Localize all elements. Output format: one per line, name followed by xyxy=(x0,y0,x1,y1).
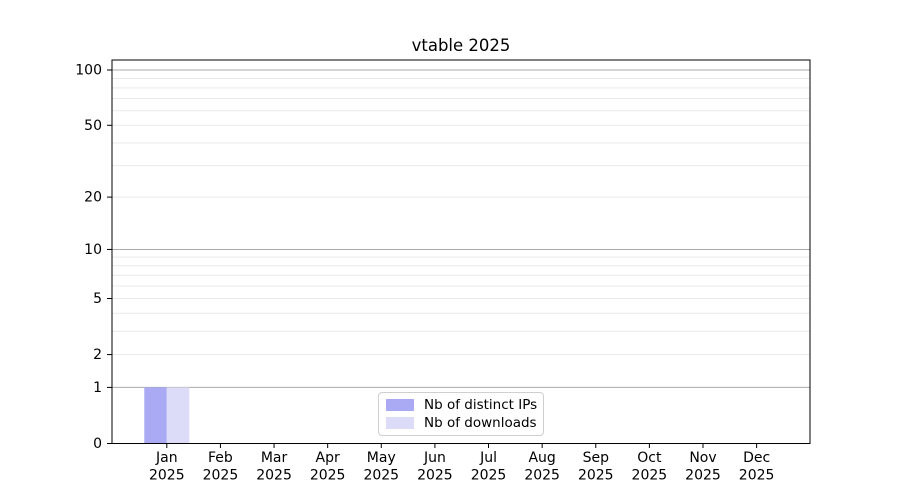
x-tick-label-month: Nov xyxy=(689,450,716,466)
x-tick-label-year: 2025 xyxy=(685,468,721,484)
x-tick-label-year: 2025 xyxy=(149,468,185,484)
x-tick-label-year: 2025 xyxy=(203,468,239,484)
x-tick-label-month: Sep xyxy=(583,450,610,466)
y-tick-label: 0 xyxy=(93,436,102,452)
x-tick-label-year: 2025 xyxy=(256,468,292,484)
x-tick-label-month: Jul xyxy=(479,450,497,466)
x-tick-label-month: Mar xyxy=(261,450,288,466)
x-tick-label-month: Oct xyxy=(637,450,662,466)
x-tick-label-month: Feb xyxy=(208,450,233,466)
y-tick-label: 20 xyxy=(84,190,102,206)
chart-title: vtable 2025 xyxy=(411,36,511,55)
x-tick-label-year: 2025 xyxy=(363,468,399,484)
y-tick-label: 1 xyxy=(93,380,102,396)
legend-label: Nb of downloads xyxy=(424,415,537,431)
legend-swatch-distinct-ips xyxy=(386,399,414,411)
bar-jan-series1 xyxy=(166,387,190,444)
y-tick-label: 50 xyxy=(84,118,102,134)
x-tick-label-year: 2025 xyxy=(417,468,453,484)
x-tick-label-year: 2025 xyxy=(739,468,775,484)
y-tick-label: 100 xyxy=(75,63,102,79)
bar-jan-series0 xyxy=(144,387,167,444)
axes-spines xyxy=(111,59,811,444)
legend-swatch-downloads xyxy=(386,417,414,429)
y-tick-label: 10 xyxy=(84,242,102,258)
legend: Nb of distinct IPs Nb of downloads xyxy=(378,392,544,436)
legend-item: Nb of downloads xyxy=(386,414,537,432)
x-tick-label-year: 2025 xyxy=(310,468,346,484)
y-tick-label: 2 xyxy=(93,347,102,363)
legend-label: Nb of distinct IPs xyxy=(424,397,538,413)
x-tick-label-year: 2025 xyxy=(524,468,560,484)
x-tick-label-month: Apr xyxy=(316,450,340,466)
x-tick-label-month: Dec xyxy=(743,450,770,466)
x-tick-label-month: Aug xyxy=(528,450,555,466)
x-tick-label-month: Jun xyxy=(423,450,446,466)
x-tick-label-year: 2025 xyxy=(471,468,507,484)
x-tick-label-month: May xyxy=(367,450,396,466)
legend-item: Nb of distinct IPs xyxy=(386,396,538,414)
x-tick-label-year: 2025 xyxy=(578,468,614,484)
y-tick-label: 5 xyxy=(93,291,102,307)
x-tick-label-year: 2025 xyxy=(632,468,668,484)
x-tick-label-month: Jan xyxy=(155,450,178,466)
